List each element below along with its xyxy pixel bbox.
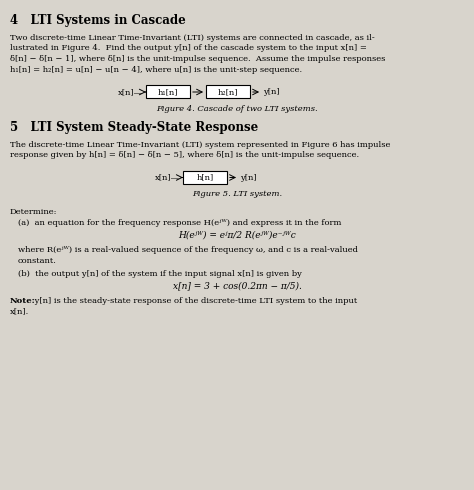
- Text: where R(eʲᵂ) is a real-valued sequence of the frequency ω, and c is a real-value: where R(eʲᵂ) is a real-valued sequence o…: [18, 246, 358, 254]
- Text: h₁[n]: h₁[n]: [158, 88, 178, 96]
- Text: h₂[n]: h₂[n]: [218, 88, 238, 96]
- Text: x[n]—: x[n]—: [118, 88, 143, 96]
- Text: x[n]—: x[n]—: [155, 173, 180, 181]
- Text: 4   LTI Systems in Cascade: 4 LTI Systems in Cascade: [10, 14, 186, 27]
- Text: 5   LTI System Steady-State Response: 5 LTI System Steady-State Response: [10, 121, 258, 133]
- Text: response given by h[n] = δ[n] − δ[n − 5], where δ[n] is the unit-impulse sequenc: response given by h[n] = δ[n] − δ[n − 5]…: [10, 151, 359, 159]
- Text: (a)  an equation for the frequency response H(eʲᵂ) and express it in the form: (a) an equation for the frequency respon…: [18, 219, 341, 227]
- Text: The discrete-time Linear Time-Invariant (LTI) system represented in Figure 6 has: The discrete-time Linear Time-Invariant …: [10, 141, 391, 148]
- Text: h₁[n] = h₂[n] = u[n] − u[n − 4], where u[n] is the unit-step sequence.: h₁[n] = h₂[n] = u[n] − u[n − 4], where u…: [10, 66, 302, 74]
- Text: y[n] is the steady-state response of the discrete-time LTI system to the input: y[n] is the steady-state response of the…: [32, 296, 357, 304]
- Text: y[n]: y[n]: [263, 88, 280, 96]
- Text: x[n].: x[n].: [10, 307, 29, 315]
- Text: Note:: Note:: [10, 296, 36, 304]
- Text: δ[n] − δ[n − 1], where δ[n] is the unit-impulse sequence.  Assume the impulse re: δ[n] − δ[n − 1], where δ[n] is the unit-…: [10, 55, 385, 63]
- Text: Two discrete-time Linear Time-Invariant (LTI) systems are connected in cascade, : Two discrete-time Linear Time-Invariant …: [10, 34, 375, 42]
- Text: y[n]: y[n]: [240, 173, 256, 181]
- Text: constant.: constant.: [18, 256, 57, 265]
- Text: x[n] = 3 + cos(0.2πn − π/5).: x[n] = 3 + cos(0.2πn − π/5).: [173, 281, 301, 291]
- Bar: [183, 171, 227, 184]
- Bar: [206, 85, 250, 98]
- Text: Determine:: Determine:: [10, 208, 57, 216]
- Text: lustrated in Figure 4.  Find the output y[n] of the cascade system to the input : lustrated in Figure 4. Find the output y…: [10, 45, 367, 52]
- Bar: [146, 85, 190, 98]
- Text: Figure 5. LTI system.: Figure 5. LTI system.: [192, 190, 282, 198]
- Text: (b)  the output y[n] of the system if the input signal x[n] is given by: (b) the output y[n] of the system if the…: [18, 270, 302, 277]
- Text: h[n]: h[n]: [196, 173, 214, 181]
- Text: H(eʲᵂ) = eʲπ/2 R(eʲᵂ)e⁻ʲᵂc: H(eʲᵂ) = eʲπ/2 R(eʲᵂ)e⁻ʲᵂc: [178, 231, 296, 240]
- Text: Figure 4. Cascade of two LTI systems.: Figure 4. Cascade of two LTI systems.: [156, 104, 318, 113]
